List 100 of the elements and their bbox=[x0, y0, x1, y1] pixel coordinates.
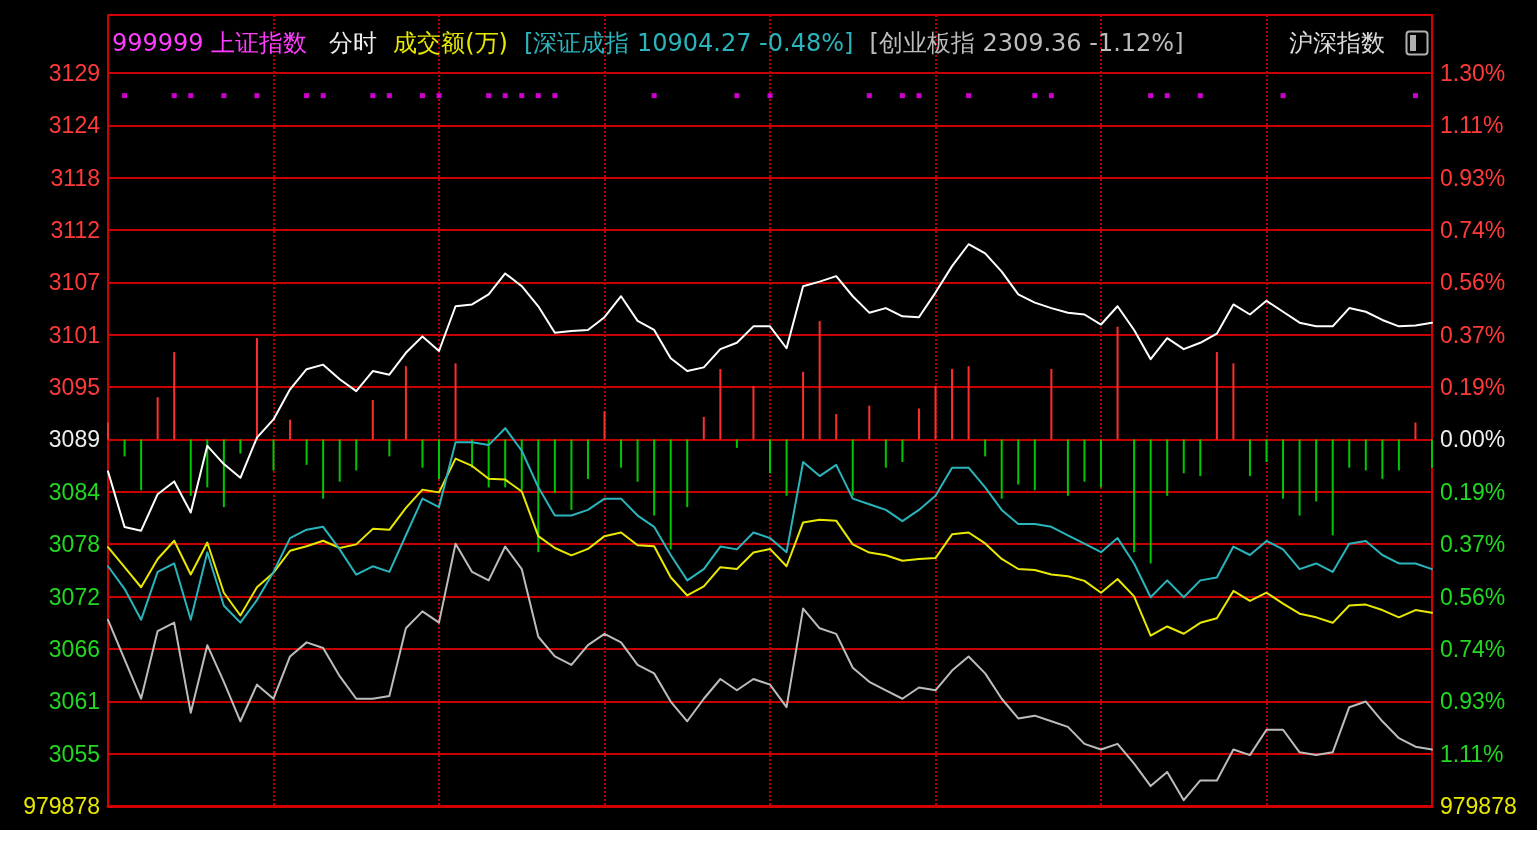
y2-tick-label: 0.00% bbox=[1440, 426, 1506, 453]
bar bbox=[967, 366, 970, 440]
y2-tick-label: 0.56% bbox=[1440, 583, 1506, 610]
bar bbox=[1232, 363, 1235, 440]
y-tick-label: 3084 bbox=[48, 478, 101, 505]
bar bbox=[917, 408, 920, 440]
bar bbox=[686, 439, 689, 508]
bar bbox=[1017, 439, 1020, 485]
y2-tick-label: 0.19% bbox=[1440, 478, 1506, 505]
bar bbox=[222, 439, 225, 508]
bar bbox=[305, 439, 308, 465]
bar bbox=[537, 439, 540, 553]
bar bbox=[752, 385, 755, 440]
bar bbox=[1050, 369, 1053, 440]
bar bbox=[802, 371, 805, 440]
bar bbox=[520, 439, 523, 491]
bar bbox=[835, 414, 838, 440]
bar bbox=[570, 439, 573, 510]
bar bbox=[289, 419, 292, 440]
annotation: 成交额(万) bbox=[393, 28, 508, 59]
bar bbox=[1215, 352, 1218, 440]
bar bbox=[1298, 439, 1301, 516]
bar bbox=[1315, 439, 1318, 502]
bar bbox=[553, 439, 556, 493]
bar bbox=[140, 439, 143, 491]
y-tick-label: 3078 bbox=[48, 531, 100, 558]
y2-tick-label: 0.37% bbox=[1440, 321, 1506, 348]
y-tick-label: 3107 bbox=[48, 269, 100, 296]
bar bbox=[338, 439, 341, 482]
bar bbox=[1116, 326, 1119, 440]
text: [深证成指 10904.27 -0.48%] bbox=[523, 28, 854, 59]
bar bbox=[951, 369, 954, 440]
y2-tick-label: 0.93% bbox=[1440, 688, 1506, 715]
bar bbox=[735, 439, 738, 448]
bar bbox=[239, 439, 242, 454]
y2-tick-label: 1.30% bbox=[1440, 59, 1506, 86]
bar bbox=[702, 416, 705, 440]
y2-tick-label: 0.74% bbox=[1440, 635, 1506, 662]
y2-tick-label: 0.37% bbox=[1440, 531, 1506, 558]
y2-tick-label: 1.11% bbox=[1440, 740, 1504, 767]
bar bbox=[669, 439, 672, 550]
y-tick-label: 3089 bbox=[48, 426, 100, 453]
y2-tick-label: 1.11% bbox=[1440, 112, 1504, 139]
bar bbox=[438, 439, 440, 479]
y-tick-label: 3118 bbox=[50, 164, 100, 191]
bar bbox=[1265, 439, 1268, 462]
bar bbox=[1166, 439, 1169, 496]
y-tick-label: 3101 bbox=[48, 321, 100, 348]
y-tick-label: 3112 bbox=[50, 217, 100, 244]
bar bbox=[1133, 439, 1136, 553]
bar bbox=[1364, 439, 1367, 471]
bar bbox=[272, 439, 275, 471]
bar bbox=[1083, 439, 1086, 482]
text: [创业板指 2309.36 -1.12%] bbox=[869, 28, 1184, 59]
bar bbox=[404, 366, 407, 440]
y2-tick-label: 0.19% bbox=[1440, 374, 1506, 401]
text: 999999 上证指数 bbox=[112, 28, 308, 59]
y-tick-label: 3061 bbox=[48, 688, 100, 715]
bar bbox=[388, 439, 391, 457]
bar bbox=[1282, 439, 1285, 499]
bar bbox=[884, 439, 887, 468]
bar bbox=[1431, 439, 1433, 468]
bar bbox=[934, 385, 937, 440]
bar bbox=[1248, 439, 1251, 477]
bar bbox=[421, 439, 424, 468]
y-tick-label: 3072 bbox=[48, 583, 100, 610]
bar bbox=[586, 439, 589, 479]
line-series bbox=[107, 427, 1433, 624]
bar bbox=[785, 439, 788, 496]
bar bbox=[868, 405, 871, 440]
bar bbox=[769, 439, 771, 474]
bar bbox=[636, 439, 639, 482]
bar bbox=[454, 363, 457, 440]
bar bbox=[1033, 439, 1036, 491]
line-series bbox=[107, 243, 1433, 532]
bar bbox=[653, 439, 656, 516]
line-series bbox=[107, 542, 1433, 802]
bar bbox=[255, 338, 258, 440]
bar bbox=[371, 400, 374, 440]
text: 979878 bbox=[1440, 793, 1517, 819]
bar bbox=[487, 439, 490, 488]
bar bbox=[719, 369, 722, 440]
y-tick-label: 3124 bbox=[48, 112, 101, 139]
bar bbox=[322, 439, 325, 499]
bar bbox=[123, 439, 126, 457]
bar bbox=[189, 439, 192, 496]
bar bbox=[1331, 439, 1334, 536]
y-tick-label: 3066 bbox=[48, 635, 100, 662]
bar bbox=[1348, 439, 1351, 468]
bar bbox=[504, 439, 507, 488]
bar bbox=[1397, 439, 1400, 471]
annotation: 沪深指数 bbox=[1289, 28, 1385, 59]
text: 979878 bbox=[23, 793, 100, 819]
bar bbox=[1381, 439, 1384, 479]
y-tick-label: 3129 bbox=[48, 59, 100, 86]
bar bbox=[173, 352, 176, 440]
bar bbox=[1414, 422, 1417, 440]
y2-tick-label: 0.56% bbox=[1440, 269, 1506, 296]
y2-tick-label: 0.74% bbox=[1440, 217, 1506, 243]
line-series bbox=[107, 457, 1433, 637]
